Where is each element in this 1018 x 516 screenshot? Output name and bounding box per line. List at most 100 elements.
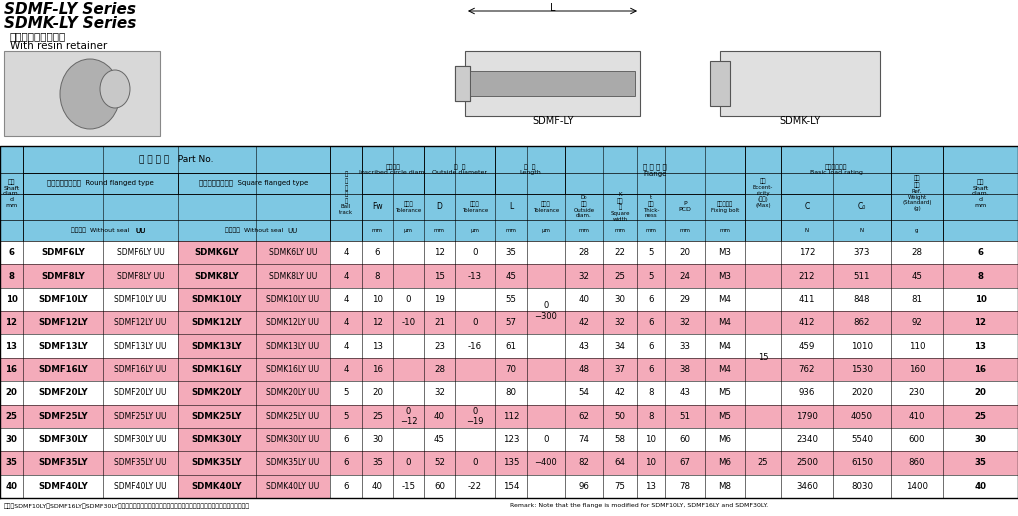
Text: 基本定格荷重
Basic load rating: 基本定格荷重 Basic load rating [809, 164, 862, 175]
Text: 20: 20 [372, 389, 383, 397]
Text: 25: 25 [757, 458, 769, 467]
Bar [710, 61, 730, 106]
Bar [0, 358, 1018, 381]
Text: -16: -16 [468, 342, 483, 351]
Text: 21: 21 [434, 318, 445, 327]
Text: 5: 5 [648, 271, 654, 281]
Text: 78: 78 [679, 482, 690, 491]
Text: 6: 6 [343, 435, 349, 444]
Text: SDMF12LY UU: SDMF12LY UU [114, 318, 167, 327]
Text: 135: 135 [503, 458, 519, 467]
Text: Fw: Fw [373, 202, 383, 212]
Text: SDMK30LY: SDMK30LY [191, 435, 242, 444]
Text: 80: 80 [506, 389, 516, 397]
Bar [0, 146, 1018, 241]
Text: オープン  Without seal: オープン Without seal [225, 228, 283, 233]
Text: SDMK40LY: SDMK40LY [191, 482, 242, 491]
Text: 52: 52 [434, 458, 445, 467]
Text: 6: 6 [648, 342, 654, 351]
Text: 48: 48 [578, 365, 589, 374]
Text: SDMF16LY: SDMF16LY [38, 365, 88, 374]
Text: SDMF35LY: SDMF35LY [39, 458, 88, 467]
Text: M4: M4 [719, 342, 732, 351]
Text: 82: 82 [578, 458, 589, 467]
Text: 373: 373 [854, 248, 870, 257]
Text: 35: 35 [372, 458, 383, 467]
Text: 13: 13 [5, 342, 17, 351]
Bar [178, 381, 330, 405]
Text: M4: M4 [719, 295, 732, 304]
Text: 33: 33 [679, 342, 690, 351]
Text: 110: 110 [909, 342, 925, 351]
Text: mm: mm [434, 228, 445, 233]
Text: SDMK10LY: SDMK10LY [191, 295, 242, 304]
Text: 10: 10 [645, 458, 657, 467]
Text: 0: 0 [472, 318, 477, 327]
Bar [495, 146, 565, 194]
Text: SDMK30LY UU: SDMK30LY UU [267, 435, 320, 444]
Text: 8030: 8030 [851, 482, 873, 491]
Text: 30: 30 [372, 435, 383, 444]
Text: 8: 8 [375, 271, 381, 281]
Text: 70: 70 [506, 365, 516, 374]
Bar [0, 264, 1018, 288]
Text: SDMF30LY UU: SDMF30LY UU [114, 435, 167, 444]
Text: 28: 28 [434, 365, 445, 374]
Bar [0, 288, 1018, 311]
Text: 40: 40 [578, 295, 589, 304]
Text: D₀
外径
Outside
diam.: D₀ 外径 Outside diam. [573, 195, 595, 218]
Bar [781, 146, 891, 194]
Text: 57: 57 [506, 318, 516, 327]
Text: 862: 862 [854, 318, 870, 327]
Bar [0, 381, 1018, 405]
Bar [745, 146, 781, 241]
Text: SDMK12LY UU: SDMK12LY UU [267, 318, 320, 327]
Text: SDMF12LY: SDMF12LY [38, 318, 88, 327]
Text: SDMK-LY: SDMK-LY [780, 116, 821, 126]
Bar [0, 311, 1018, 334]
Text: L: L [509, 202, 513, 212]
Text: 許容差
Tolerance: 許容差 Tolerance [395, 201, 421, 213]
Text: SDMK25LY: SDMK25LY [191, 412, 242, 421]
Text: 角フランジタイプ  Square flanged type: 角フランジタイプ Square flanged type [200, 180, 308, 186]
Text: 16: 16 [5, 365, 17, 374]
Text: 8: 8 [648, 412, 654, 421]
Bar [362, 146, 425, 194]
Text: 58: 58 [615, 435, 625, 444]
Ellipse shape [60, 59, 120, 129]
Bar [455, 66, 470, 101]
Text: 20: 20 [974, 389, 986, 397]
Text: 0
−19: 0 −19 [466, 407, 484, 426]
Bar [455, 66, 470, 101]
Text: P
PCD: P PCD [679, 201, 691, 212]
Text: SDMF30LY: SDMF30LY [39, 435, 88, 444]
Text: 22: 22 [615, 248, 625, 257]
Text: 96: 96 [578, 482, 589, 491]
Text: UU: UU [288, 228, 298, 234]
Text: 4: 4 [343, 365, 349, 374]
Text: C₀: C₀ [858, 202, 866, 212]
Text: SDMF10LY UU: SDMF10LY UU [114, 295, 167, 304]
Text: 600: 600 [909, 435, 925, 444]
Text: 6: 6 [375, 248, 381, 257]
Text: 60: 60 [679, 435, 690, 444]
Text: 230: 230 [909, 389, 925, 397]
Text: 5: 5 [343, 412, 349, 421]
Text: 35: 35 [5, 458, 17, 467]
Text: M6: M6 [719, 458, 732, 467]
Bar [178, 475, 330, 498]
Ellipse shape [100, 70, 130, 108]
Text: t
厚さ
Thick-
ness: t 厚さ Thick- ness [642, 195, 660, 218]
Text: 6: 6 [648, 295, 654, 304]
Bar [891, 146, 943, 241]
Text: SDMK8LY: SDMK8LY [194, 271, 239, 281]
Text: SDMF25LY UU: SDMF25LY UU [114, 412, 167, 421]
Text: 6: 6 [8, 248, 14, 257]
Text: 25: 25 [974, 412, 986, 421]
Text: Remark: Note that the flange is modified for SDMF10LY, SDMF16LY and SDMF30LY.: Remark: Note that the flange is modified… [510, 503, 769, 508]
Bar [0, 452, 1018, 475]
Text: -13: -13 [468, 271, 483, 281]
Text: SDMF40LY: SDMF40LY [38, 482, 88, 491]
Text: M4: M4 [719, 365, 732, 374]
Text: SDMK40LY UU: SDMK40LY UU [267, 482, 320, 491]
